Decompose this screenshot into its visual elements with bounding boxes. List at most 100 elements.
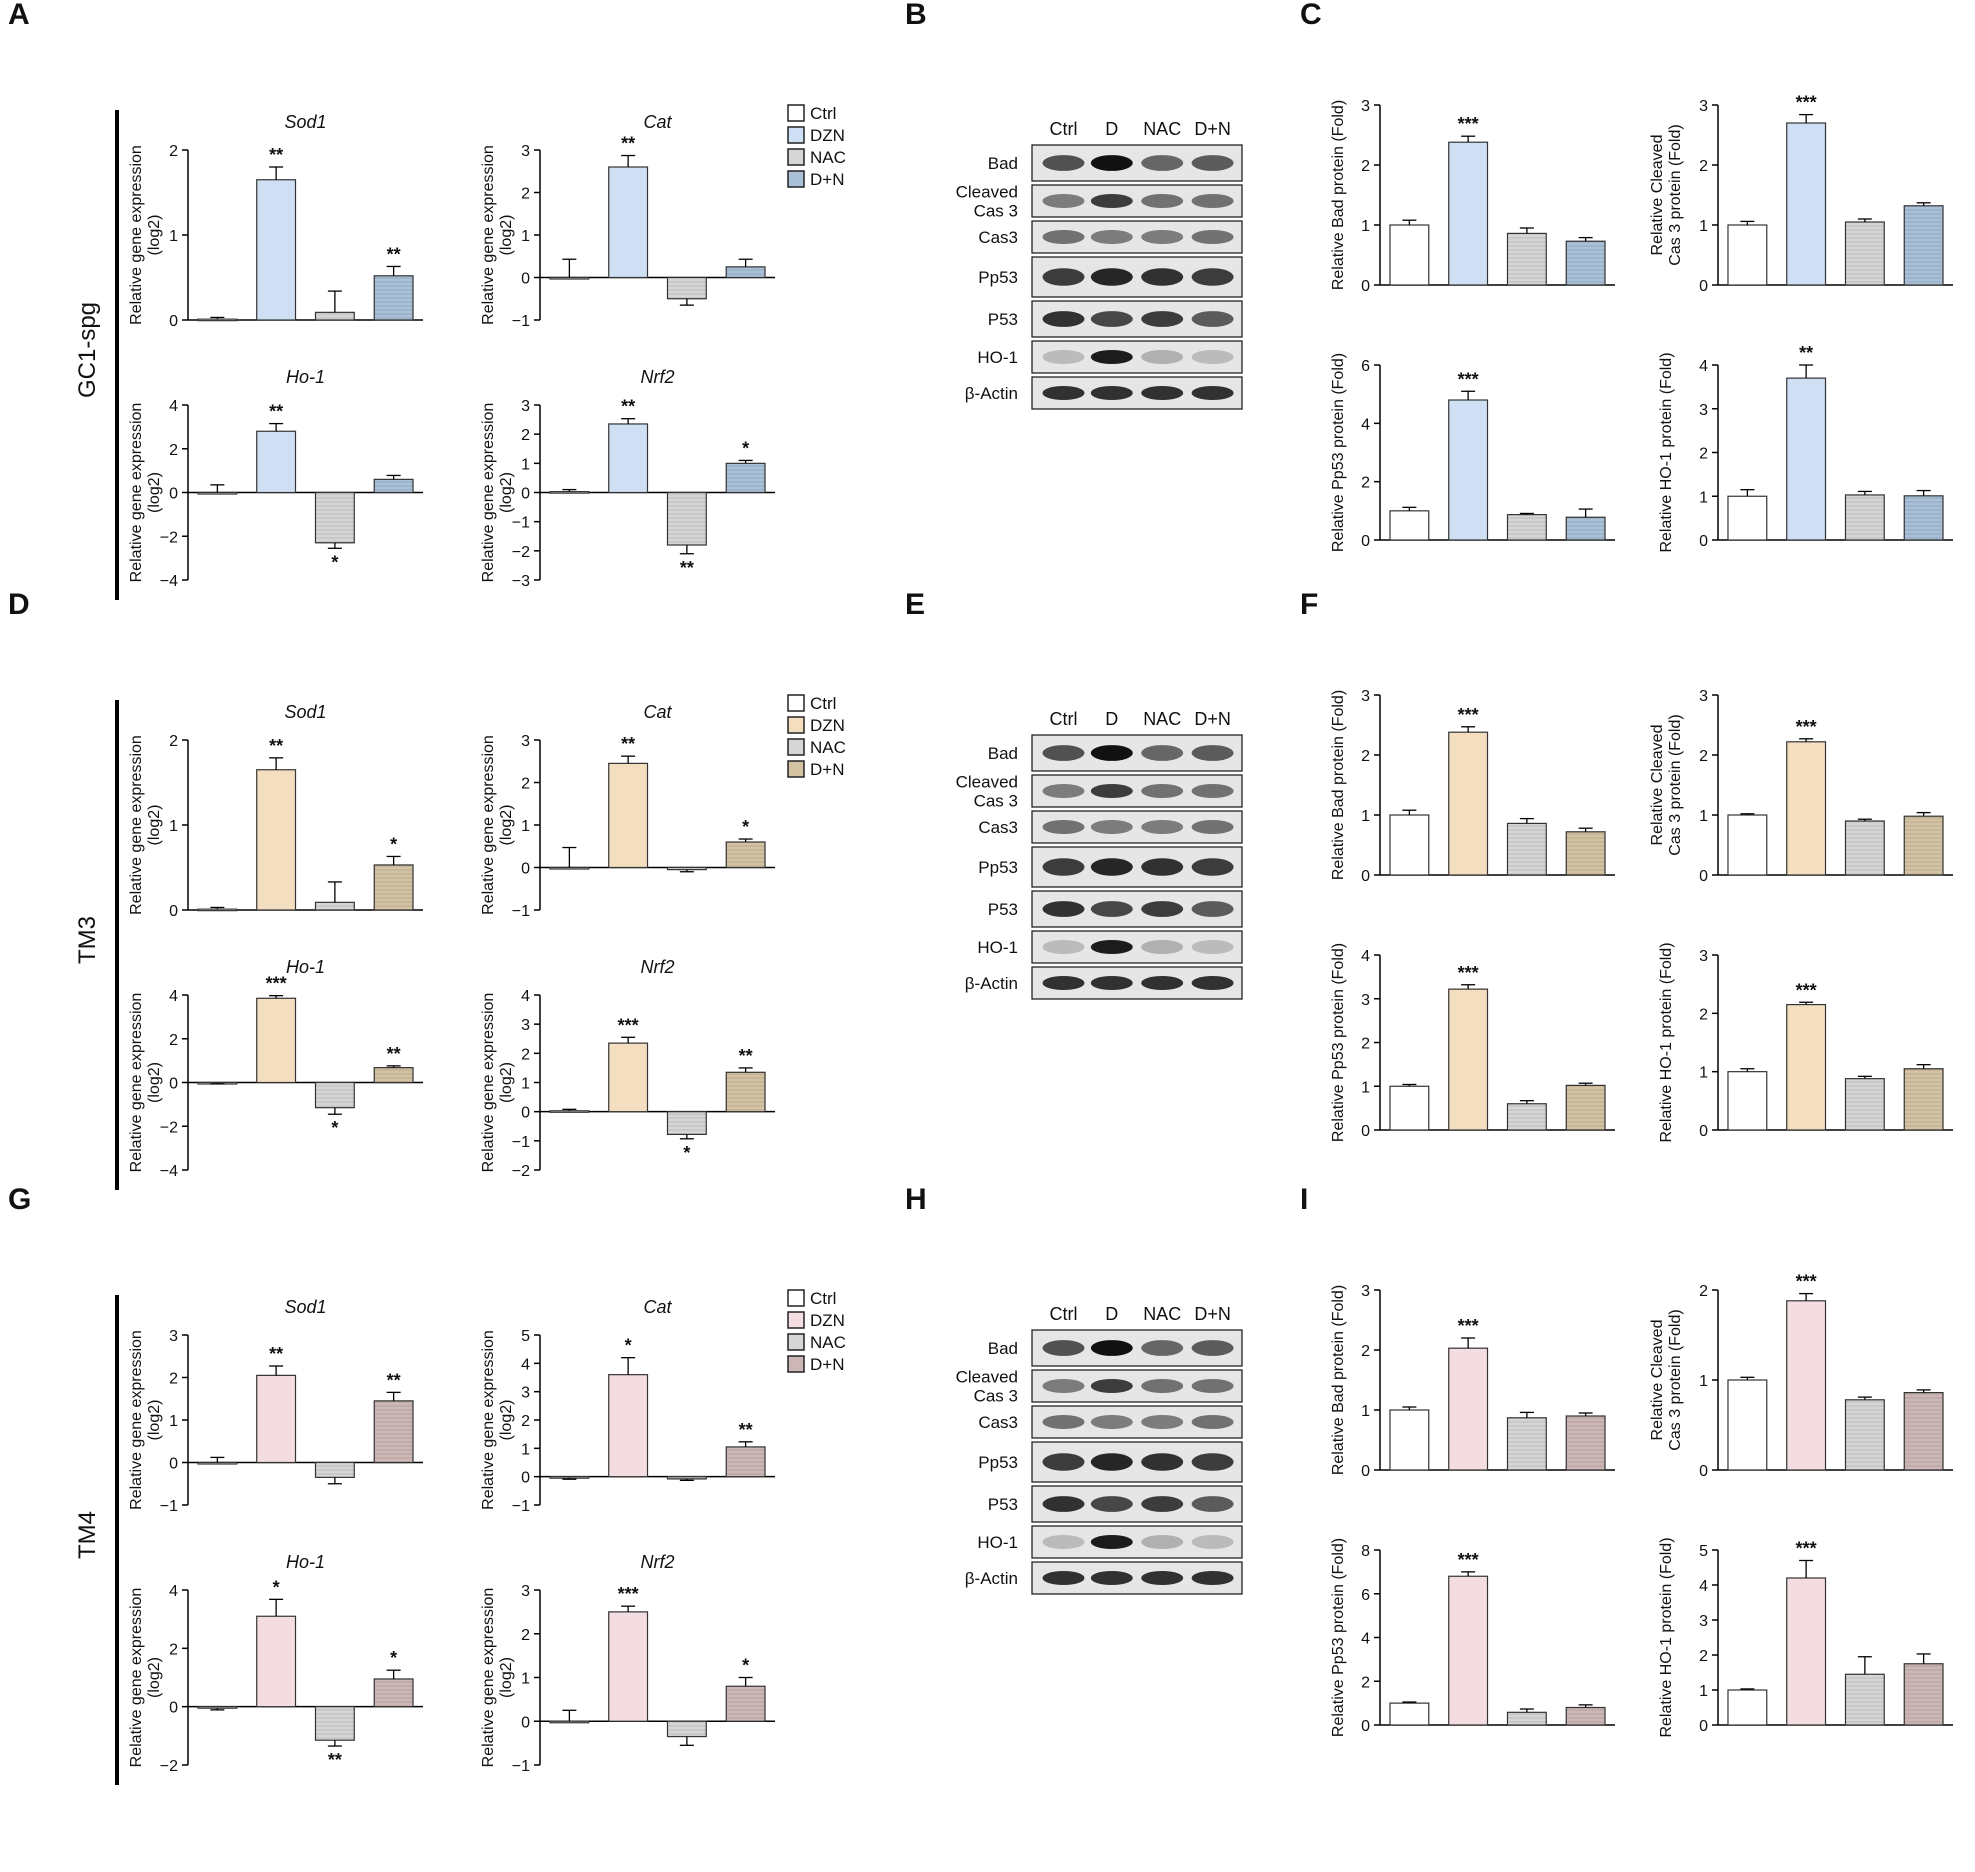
significance-label: * — [390, 834, 397, 854]
y-axis-label-line: Relative Cleaved — [1649, 1320, 1666, 1441]
significance-label: ** — [387, 244, 401, 264]
y-tick-label: 0 — [521, 861, 530, 878]
y-tick-label: 3 — [1699, 402, 1708, 419]
significance-label: * — [273, 1577, 280, 1597]
chart-title: Cat — [643, 702, 672, 722]
y-tick-label: 3 — [1699, 948, 1708, 965]
y-tick-label: 2 — [1699, 1648, 1708, 1665]
blot-band — [1191, 858, 1234, 876]
y-axis-label: Relative Bad protein (Fold) — [1330, 100, 1347, 290]
y-tick-label: 3 — [169, 1328, 178, 1345]
y-axis-label-line: Relative HO-1 protein (Fold) — [1658, 942, 1675, 1142]
y-tick-label: −2 — [512, 1163, 530, 1180]
y-tick-label: 2 — [1361, 1343, 1370, 1360]
y-tick-label: 4 — [1361, 948, 1370, 965]
significance-label: ** — [387, 1044, 401, 1064]
legend-label: Ctrl — [810, 104, 836, 123]
blot-band — [1141, 268, 1184, 286]
y-tick-label: 2 — [1361, 158, 1370, 175]
blot-strip — [1031, 930, 1243, 964]
cell-line-label: TM3 — [74, 916, 101, 964]
blot-band — [1141, 745, 1184, 761]
y-tick-label: 3 — [521, 398, 530, 415]
blot-band — [1141, 1534, 1184, 1550]
bar-hatch — [1507, 233, 1547, 285]
blot-band — [1042, 349, 1085, 365]
blot-band — [1090, 1378, 1133, 1394]
bar-hatch — [1904, 1663, 1944, 1725]
y-tick-label: 1 — [521, 1441, 530, 1458]
cell-line-label-line: GC1-spg — [74, 302, 101, 398]
legend-label: NAC — [810, 738, 846, 757]
chart-title: Ho-1 — [286, 1552, 325, 1572]
blot-band — [1141, 819, 1184, 835]
bar-dzn — [1786, 741, 1827, 876]
significance-label: *** — [1458, 114, 1479, 134]
y-tick-label: 3 — [521, 733, 530, 750]
bar-hatch — [1904, 1392, 1944, 1470]
bar-hatch — [315, 312, 355, 320]
blot-band — [1042, 858, 1085, 876]
legend: Ctrl DZN NAC D+N — [787, 1289, 846, 1374]
bar-hatch — [1845, 222, 1885, 285]
legend-swatch — [787, 126, 805, 144]
blot-band — [1191, 1453, 1234, 1471]
protein-chart: 0 1 2 3 4 5 *** Relative HO-1 protein (Fold) — [1658, 1537, 1953, 1738]
lane-label: Ctrl — [1050, 119, 1078, 139]
legend-swatch — [787, 104, 805, 122]
bar-dzn — [1448, 988, 1489, 1131]
y-axis-label-line: Relative gene expression — [480, 1588, 497, 1768]
y-axis-label: Relative Pp53 protein (Fold) — [1330, 353, 1347, 552]
blot-band — [1141, 1496, 1184, 1512]
blot-band — [1191, 311, 1234, 327]
bar-hatch — [315, 1706, 355, 1741]
lane-label: NAC — [1143, 709, 1181, 729]
blot-band — [1090, 311, 1133, 327]
y-axis-label-line: Relative Cleaved — [1649, 135, 1666, 256]
blot-strip — [1031, 340, 1243, 374]
y-tick-label: 1 — [521, 228, 530, 245]
blot-band — [1090, 783, 1133, 799]
y-tick-label: 1 — [1699, 1683, 1708, 1700]
legend: Ctrl DZN NAC D+N — [787, 694, 846, 779]
legend-label: DZN — [810, 716, 845, 735]
y-tick-label: 0 — [1361, 1718, 1370, 1735]
y-tick-label: −3 — [512, 573, 530, 590]
legend-label: DZN — [810, 1311, 845, 1330]
y-tick-label: −1 — [512, 313, 530, 330]
bar-dzn — [256, 997, 297, 1084]
y-axis-label: Relative gene expression (log2) — [128, 145, 163, 325]
bar-dzn — [1448, 1347, 1489, 1471]
protein-chart: 0 1 2 3 *** Relative Bad protein (Fold) — [1330, 688, 1615, 885]
blot-row-label: Cleaved — [956, 1368, 1018, 1387]
y-tick-label: 5 — [521, 1328, 530, 1345]
y-tick-label: 1 — [1361, 218, 1370, 235]
bar-hatch — [726, 1686, 766, 1722]
lane-label: Ctrl — [1050, 709, 1078, 729]
y-tick-label: 0 — [1699, 868, 1708, 885]
y-axis-label: Relative Cleaved Cas 3 protein (Fold) — [1649, 124, 1684, 265]
bar-hatch — [1845, 1399, 1885, 1470]
significance-label: ** — [621, 734, 635, 754]
y-axis-label-line: Relative gene expression — [480, 993, 497, 1173]
y-axis-label-line: (log2) — [146, 1657, 163, 1698]
significance-label: ** — [269, 402, 283, 422]
legend-label: DZN — [810, 126, 845, 145]
y-axis-label-line: (log2) — [146, 215, 163, 256]
y-tick-label: 3 — [1699, 98, 1708, 115]
y-tick-label: 2 — [169, 1032, 178, 1049]
blot-band — [1191, 229, 1234, 245]
blot-row-label: Cas 3 — [974, 202, 1018, 221]
chart-title: Sod1 — [284, 702, 326, 722]
blot-band — [1141, 975, 1184, 991]
bar-ctrl — [197, 908, 238, 912]
y-tick-label: −4 — [160, 573, 178, 590]
legend-label: D+N — [810, 170, 844, 189]
blot-band — [1042, 901, 1085, 917]
significance-label: ** — [621, 397, 635, 417]
y-tick-label: 3 — [1699, 688, 1708, 705]
panel-letter: G — [8, 1183, 31, 1216]
y-axis-label: Relative HO-1 protein (Fold) — [1658, 352, 1675, 552]
